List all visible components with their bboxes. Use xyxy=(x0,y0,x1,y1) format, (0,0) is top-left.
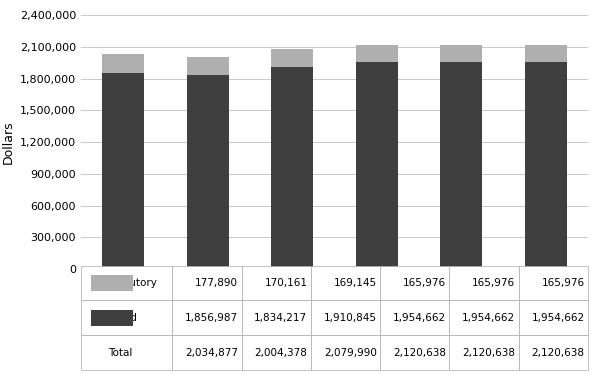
Bar xyxy=(440,62,482,269)
Bar xyxy=(102,73,145,269)
Bar xyxy=(271,67,313,269)
Bar xyxy=(271,49,313,67)
Bar xyxy=(440,45,482,62)
Bar xyxy=(356,62,398,269)
Bar xyxy=(187,57,229,75)
FancyBboxPatch shape xyxy=(91,310,133,326)
Bar xyxy=(524,45,567,62)
Bar xyxy=(524,62,567,269)
Bar xyxy=(102,53,145,73)
Y-axis label: Dollars: Dollars xyxy=(1,120,14,164)
FancyBboxPatch shape xyxy=(91,275,133,291)
Bar xyxy=(187,75,229,269)
Bar xyxy=(356,45,398,62)
